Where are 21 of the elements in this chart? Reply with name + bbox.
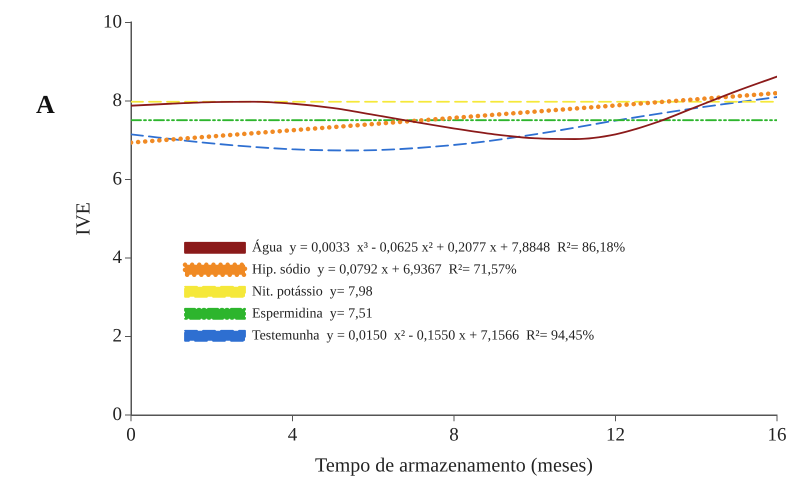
y-tick-label: 10 — [103, 11, 122, 32]
x-axis-title: Tempo de armazenamento (meses) — [315, 454, 593, 476]
y-axis-title: IVE — [72, 202, 94, 236]
legend-label: Nit. potássio y= 7,98 — [252, 284, 373, 300]
y-tick-label: 2 — [112, 326, 122, 347]
x-tick-label: 16 — [768, 424, 786, 446]
line-series — [131, 76, 777, 140]
legend-label: Hip. sódio y = 0,0792 x + 6,9367 R²= 71,57% — [252, 262, 518, 278]
legend-label: Água y = 0,0033 x³ - 0,0625 x² + 0,2077 x + 7,8848 R²= 86,18% — [252, 238, 626, 256]
y-tick-label: 6 — [112, 168, 122, 190]
x-tick-label: 8 — [449, 424, 459, 446]
line-series — [131, 96, 777, 152]
y-tick-label: 4 — [112, 247, 122, 268]
x-tick-label: 4 — [288, 424, 298, 446]
legend-label: Testemunha y = 0,0150 x² - 0,1550 x + 7,1566 R²= 94,45% — [252, 328, 595, 344]
x-tick-label: 0 — [126, 424, 136, 446]
text: A — [36, 90, 55, 120]
y-tick-label: 0 — [112, 404, 122, 426]
legend-label: Espermidina y= 7,51 — [252, 306, 373, 322]
x-tick-label: 12 — [606, 424, 625, 446]
y-tick-label: 8 — [112, 90, 122, 111]
